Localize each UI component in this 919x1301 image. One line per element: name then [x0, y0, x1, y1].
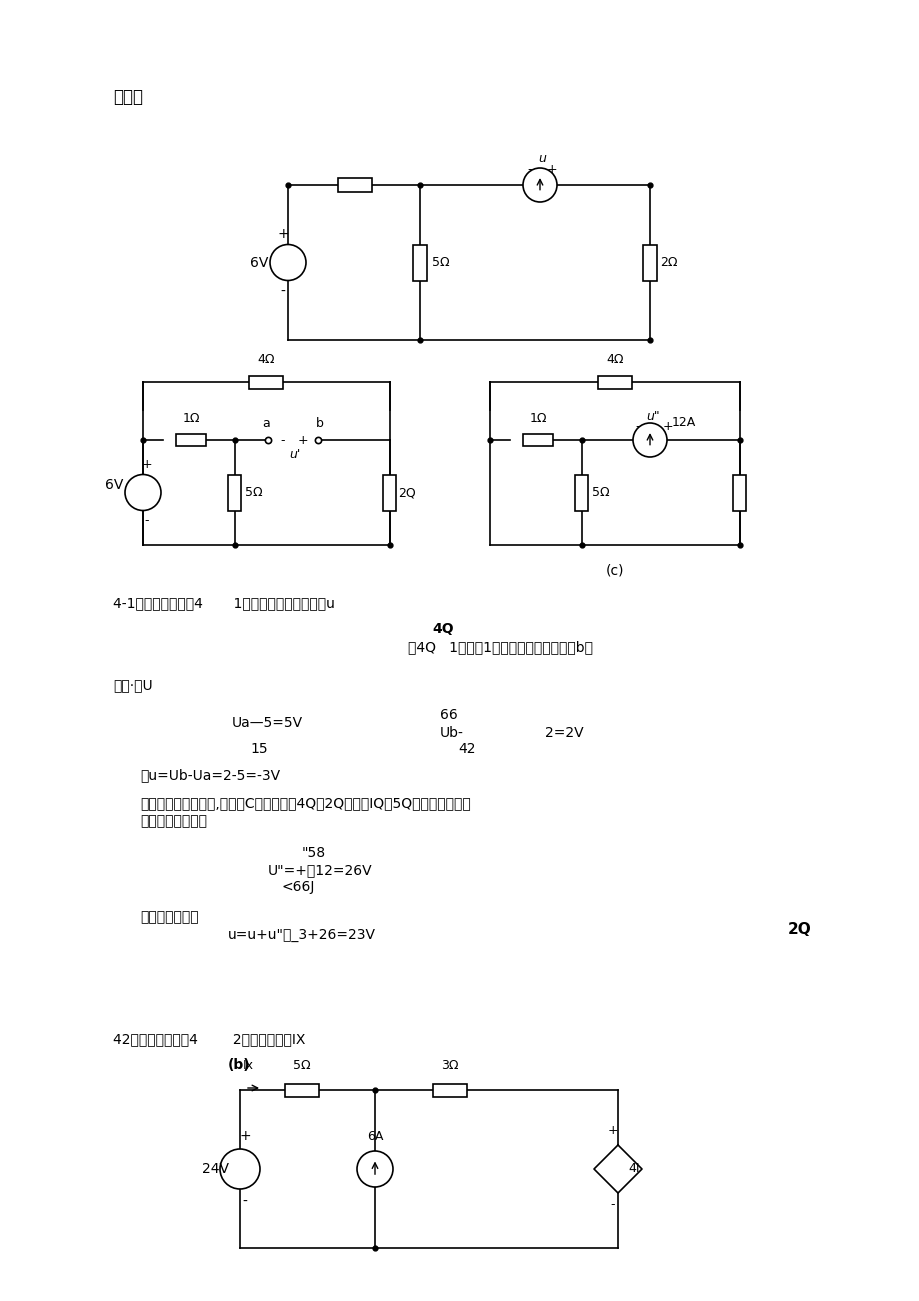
- Text: +: +: [277, 226, 289, 241]
- Circle shape: [632, 423, 666, 457]
- Text: -: -: [280, 435, 285, 448]
- Text: <66J: <66J: [282, 879, 315, 894]
- Text: 4-1用叠加定理求题4       1图示电流源两端的电压u: 4-1用叠加定理求题4 1图示电流源两端的电压u: [113, 596, 335, 610]
- Text: +: +: [239, 1129, 251, 1144]
- Bar: [522, 435, 552, 446]
- Text: 2Q: 2Q: [788, 922, 811, 937]
- Text: u": u": [645, 410, 659, 423]
- Text: +: +: [298, 435, 308, 448]
- Text: 当电流源单独工作时,如图（C）所示，则4Q与2Q并联，IQ与5Q并联然后两并联: 当电流源单独工作时,如图（C）所示，则4Q与2Q并联，IQ与5Q并联然后两并联: [140, 796, 471, 811]
- Bar: [337, 178, 371, 193]
- Text: 15: 15: [250, 742, 267, 756]
- Text: 电路再串联，所以: 电路再串联，所以: [140, 814, 207, 827]
- Text: -: -: [243, 1196, 247, 1209]
- Text: 5Ω: 5Ω: [432, 256, 449, 269]
- Bar: [597, 376, 631, 389]
- Text: 6A: 6A: [367, 1131, 383, 1144]
- Text: -: -: [280, 285, 285, 298]
- Circle shape: [357, 1151, 392, 1187]
- Text: Ix: Ix: [243, 1059, 254, 1072]
- Text: 66: 66: [439, 708, 458, 722]
- Text: 42: 42: [458, 742, 475, 756]
- Text: +: +: [607, 1124, 618, 1137]
- Text: 5Ω: 5Ω: [244, 487, 262, 500]
- Bar: [732, 475, 745, 510]
- Text: Ub-: Ub-: [439, 726, 463, 740]
- Text: 题4Q   1图解：1期源单独作用时如图（b）: 题4Q 1图解：1期源单独作用时如图（b）: [407, 640, 593, 654]
- Text: 1Ω: 1Ω: [182, 412, 199, 425]
- Text: +: +: [142, 458, 153, 471]
- Bar: [433, 1084, 467, 1097]
- Bar: [249, 376, 283, 389]
- Text: -: -: [528, 163, 532, 176]
- Text: (b): (b): [228, 1058, 250, 1072]
- Text: 24V: 24V: [202, 1162, 229, 1176]
- Text: 4I: 4I: [628, 1163, 639, 1176]
- Bar: [285, 1084, 319, 1097]
- Circle shape: [125, 475, 161, 510]
- Text: -: -: [144, 514, 149, 527]
- Text: 习题四: 习题四: [113, 88, 142, 105]
- Text: 4Ω: 4Ω: [606, 353, 623, 366]
- Circle shape: [522, 168, 556, 202]
- Text: 而u=Ub-Ua=2-5=-3V: 而u=Ub-Ua=2-5=-3V: [140, 768, 279, 782]
- Bar: [413, 245, 426, 281]
- Text: 12A: 12A: [671, 415, 696, 428]
- Text: u: u: [538, 152, 545, 165]
- Text: 3Ω: 3Ω: [441, 1059, 459, 1072]
- Text: -: -: [635, 420, 640, 433]
- Text: U"=+圀12=26V: U"=+圀12=26V: [267, 863, 372, 877]
- Text: +: +: [662, 420, 673, 433]
- Text: 2Ω: 2Ω: [659, 256, 676, 269]
- Text: "58: "58: [301, 846, 325, 860]
- Text: u=u+u"三_3+26=23V: u=u+u"三_3+26=23V: [228, 928, 376, 942]
- Bar: [176, 435, 206, 446]
- Text: 5Ω: 5Ω: [293, 1059, 311, 1072]
- Text: 4Q: 4Q: [432, 622, 453, 636]
- Bar: [228, 475, 241, 510]
- Bar: [383, 475, 396, 510]
- Circle shape: [220, 1149, 260, 1189]
- Text: 6V: 6V: [250, 255, 268, 269]
- Bar: [642, 245, 656, 281]
- Text: 2Q: 2Q: [398, 487, 415, 500]
- Text: a: a: [262, 418, 269, 431]
- Text: 5Ω: 5Ω: [591, 487, 609, 500]
- Text: -: -: [610, 1198, 615, 1211]
- Text: +: +: [546, 163, 557, 176]
- Circle shape: [269, 245, 306, 281]
- Text: 所以由叠加定理: 所以由叠加定理: [140, 909, 199, 924]
- Text: 6V: 6V: [105, 477, 123, 492]
- Text: Ua—5=5V: Ua—5=5V: [232, 716, 302, 730]
- Text: 4Ω: 4Ω: [257, 353, 275, 366]
- Text: 2=2V: 2=2V: [544, 726, 583, 740]
- Text: 42用叠加定理求题4        2图示电路中的IX: 42用叠加定理求题4 2图示电路中的IX: [113, 1032, 305, 1046]
- Text: b: b: [316, 418, 323, 431]
- Text: u': u': [289, 448, 301, 461]
- Polygon shape: [594, 1145, 641, 1193]
- Text: (c): (c): [605, 563, 624, 578]
- Bar: [575, 475, 588, 510]
- Text: 1Ω: 1Ω: [528, 412, 546, 425]
- Text: 所示·见U: 所示·见U: [113, 678, 153, 692]
